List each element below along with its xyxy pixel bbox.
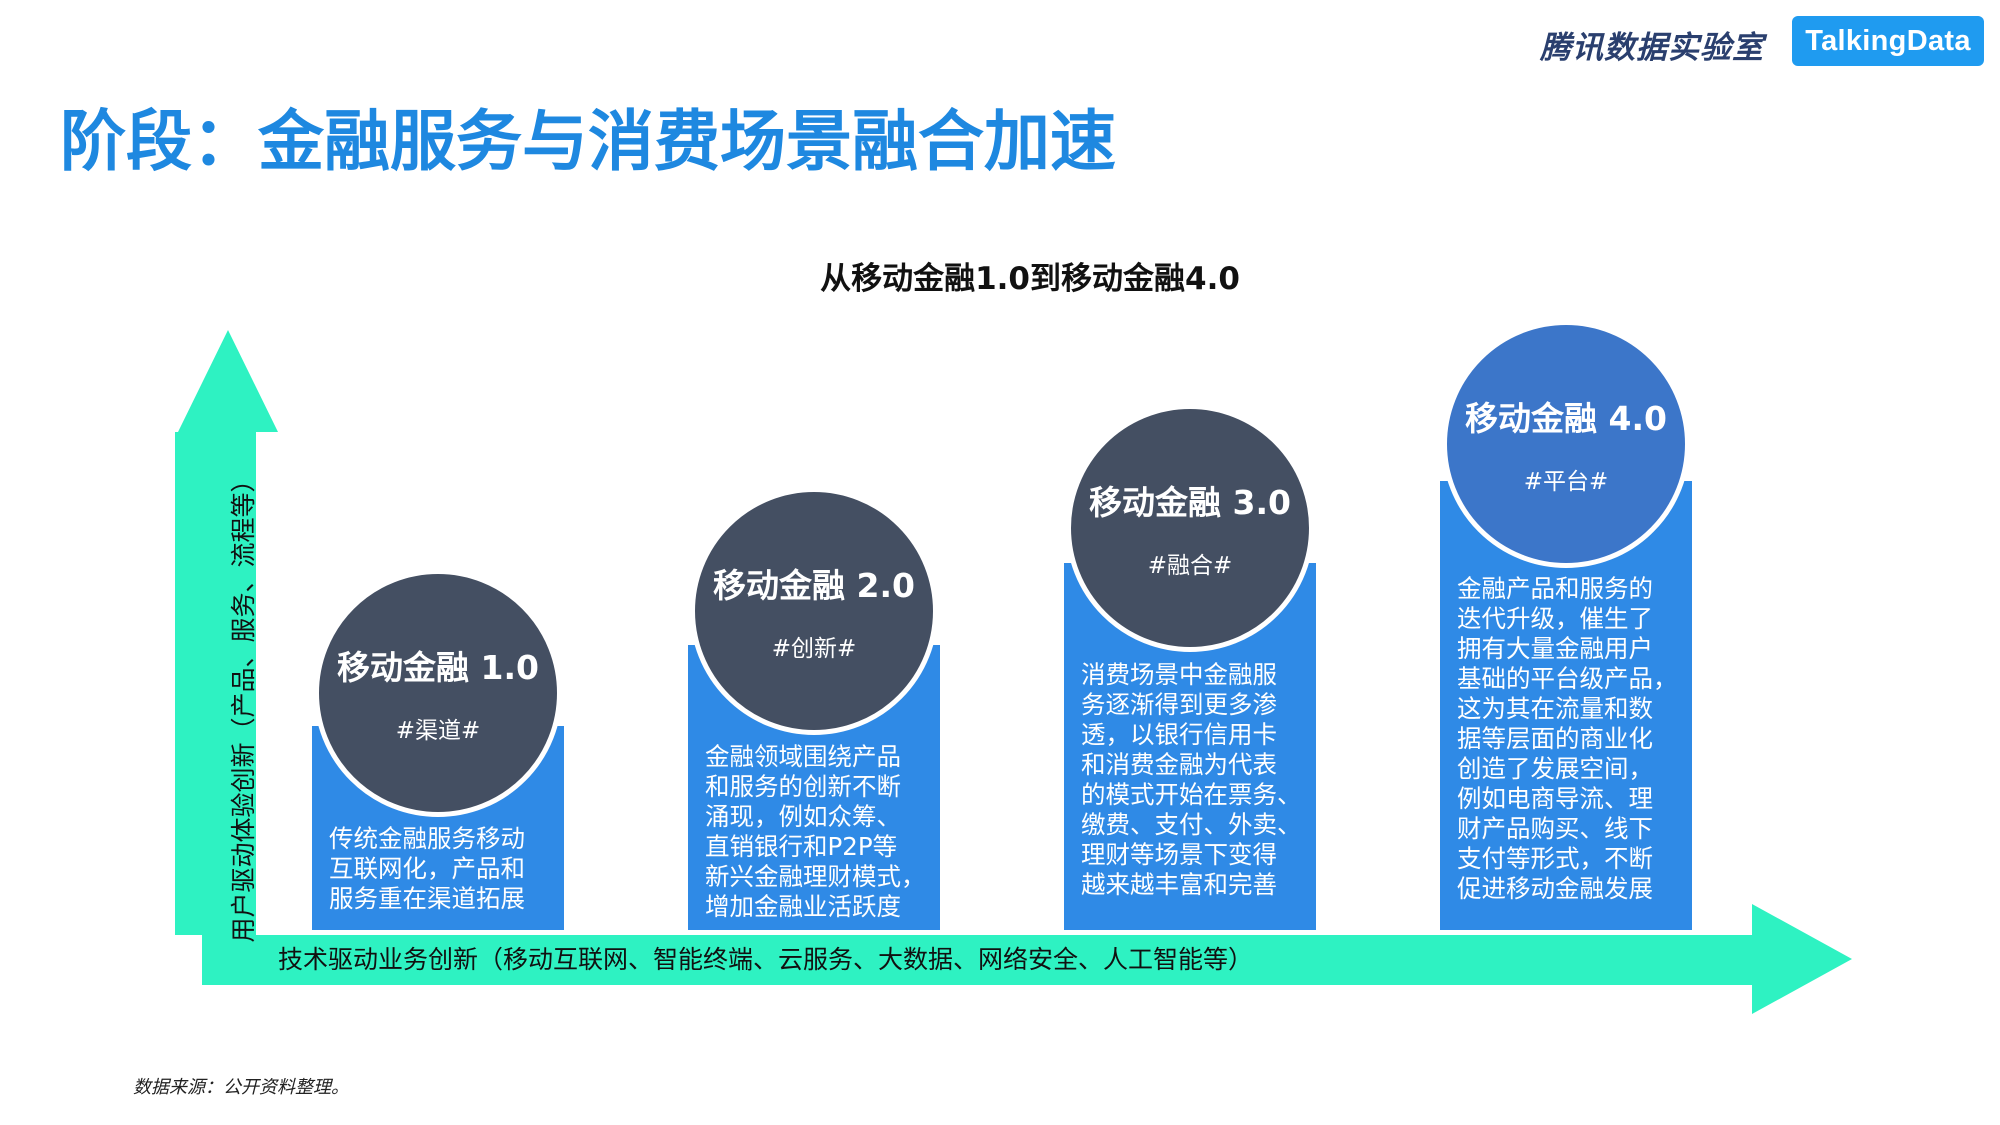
stage-2-circle: 移动金融 2.0 #创新#: [690, 487, 938, 735]
stage-2-line: 直销银行和P2P等: [705, 832, 898, 861]
stage-3-line: 消费场景中金融服: [1081, 660, 1277, 689]
stage-4-tag: #平台#: [1523, 469, 1609, 495]
stage-4-line: 金融产品和服务的: [1457, 574, 1653, 603]
axis-corner: [202, 935, 256, 985]
stage-1-tag: #渠道#: [395, 718, 481, 744]
stage-4-line: 迭代升级，催生了: [1457, 604, 1653, 633]
stage-4-line: 财产品购买、线下: [1457, 814, 1653, 843]
stage-1-line: 服务重在渠道拓展: [329, 884, 525, 913]
x-axis-arrow: [202, 904, 1852, 1014]
stage-3-circle: 移动金融 3.0 #融合#: [1066, 404, 1314, 652]
x-axis-label: 技术驱动业务创新（移动互联网、智能终端、云服务、大数据、网络安全、人工智能等）: [278, 945, 1254, 974]
stage-3-tag: #融合#: [1147, 553, 1233, 579]
stage-1-circle: 移动金融 1.0 #渠道#: [314, 569, 562, 817]
stage-3-line: 务逐渐得到更多渗: [1081, 690, 1277, 719]
stage-2-tag: #创新#: [771, 636, 857, 662]
stage-4-name: 移动金融 4.0: [1465, 399, 1667, 438]
stage-2-line: 和服务的创新不断: [705, 772, 901, 801]
stage-3-line: 缴费、支付、外卖、: [1081, 810, 1302, 839]
stage-1-line: 互联网化，产品和: [329, 854, 525, 883]
stage-3-line: 理财等场景下变得: [1081, 840, 1277, 869]
stage-1-line: 传统金融服务移动: [329, 824, 525, 853]
stage-4-line: 基础的平台级产品，: [1457, 664, 1678, 693]
stage-4-line: 据等层面的商业化: [1457, 724, 1653, 753]
stage-2-name: 移动金融 2.0: [713, 566, 915, 605]
brand-name: 腾讯数据实验室: [1540, 30, 1764, 66]
stage-3-name: 移动金融 3.0: [1089, 483, 1291, 522]
y-axis-arrow: [175, 330, 278, 935]
page-title: 阶段：金融服务与消费场景融合加速: [60, 103, 1116, 180]
stage-1-name: 移动金融 1.0: [337, 648, 539, 687]
stage-4-circle: 移动金融 4.0 #平台#: [1442, 320, 1690, 568]
stage-3-line: 越来越丰富和完善: [1081, 870, 1277, 899]
stage-2-line: 增加金融业活跃度: [705, 892, 901, 921]
stage-3-line: 透，以银行信用卡: [1081, 720, 1277, 749]
stage-4-line: 例如电商导流、理: [1457, 784, 1653, 813]
stage-2-line: 涌现，例如众筹、: [705, 802, 901, 831]
stage-2-line: 新兴金融理财模式，: [705, 862, 926, 891]
diagram-subtitle: 从移动金融1.0到移动金融4.0: [820, 261, 1240, 297]
stage-4-line: 拥有大量金融用户: [1457, 634, 1653, 663]
stage-3-line: 和消费金融为代表: [1081, 750, 1277, 779]
stage-4-line: 支付等形式，不断: [1457, 844, 1653, 873]
stage-4-line: 这为其在流量和数: [1457, 694, 1653, 723]
stage-4-line: 促进移动金融发展: [1457, 874, 1653, 903]
data-source-note: 数据来源：公开资料整理。: [133, 1077, 349, 1098]
stage-3-line: 的模式开始在票务、: [1081, 780, 1302, 809]
stage-4-line: 创造了发展空间，: [1457, 754, 1653, 783]
stage-2-line: 金融领域围绕产品: [705, 742, 901, 771]
talkingdata-logo: TalkingData: [1792, 16, 1984, 66]
